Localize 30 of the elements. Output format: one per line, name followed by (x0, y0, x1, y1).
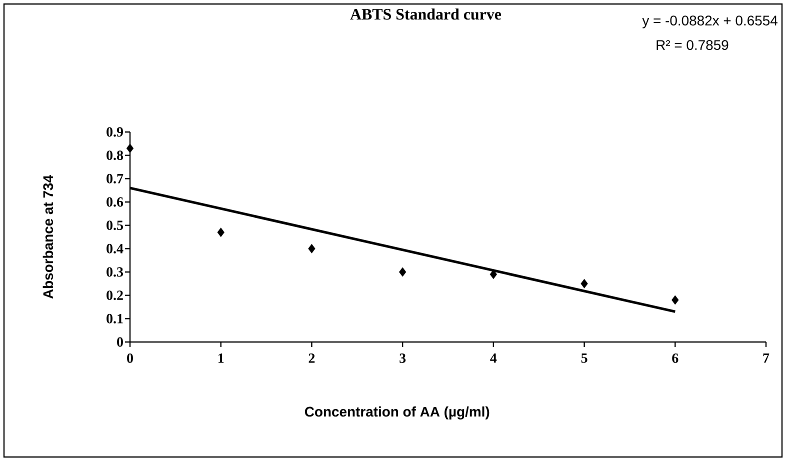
y-tick-label: 0.4 (106, 244, 124, 254)
y-tick-label: 0.2 (106, 290, 123, 300)
y-axis-title: Absorbance at 734 (42, 175, 54, 299)
y-tick-label: 0.8 (106, 150, 124, 160)
y-tick-label: 0.5 (106, 220, 123, 230)
x-tick-label: 6 (672, 354, 678, 363)
y-tick-label: 0.9 (106, 127, 123, 137)
point (217, 228, 224, 238)
y-tick-label: 0.3 (106, 267, 124, 277)
y-tick-label: 0.7 (106, 174, 124, 184)
x-axis-title: Concentration of AA (µg/ml) (304, 406, 490, 420)
point (308, 244, 316, 254)
x-tick-label: 2 (308, 354, 315, 363)
point (399, 267, 406, 277)
x-tick-label: 0 (127, 354, 133, 363)
x-tick-label: 5 (581, 353, 588, 363)
x-tick-label: 7 (763, 353, 770, 363)
text: R² = 0.7859 (656, 40, 728, 50)
y-tick-label: 0 (117, 337, 123, 347)
y-tick-label: 0.6 (106, 197, 124, 207)
point (126, 144, 134, 154)
point (672, 295, 679, 305)
text: y = -0.0882x + 0.6554 (642, 16, 778, 28)
y-tick-label: 0.1 (106, 314, 123, 324)
point (490, 270, 498, 280)
point (580, 278, 588, 288)
x-tick-label: 4 (490, 354, 497, 363)
x-tick-label: 3 (400, 354, 406, 363)
chart-title: ABTS Standard curve (350, 8, 502, 20)
x-tick-label: 1 (218, 353, 224, 363)
